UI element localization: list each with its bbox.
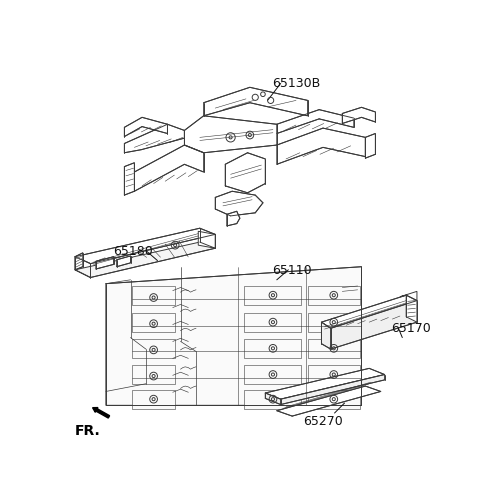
Polygon shape (244, 390, 301, 409)
Text: 65130B: 65130B (272, 77, 320, 91)
Polygon shape (277, 110, 354, 133)
Polygon shape (322, 322, 331, 349)
Polygon shape (75, 242, 215, 278)
Polygon shape (134, 145, 204, 191)
Polygon shape (124, 124, 184, 153)
Polygon shape (308, 313, 360, 332)
Polygon shape (322, 295, 417, 328)
Polygon shape (75, 253, 83, 270)
Polygon shape (265, 393, 281, 404)
Polygon shape (342, 107, 375, 124)
Polygon shape (132, 365, 175, 384)
Polygon shape (308, 365, 360, 384)
Polygon shape (365, 133, 375, 158)
Polygon shape (400, 291, 417, 301)
Polygon shape (277, 128, 365, 164)
Polygon shape (132, 313, 175, 332)
Polygon shape (215, 191, 263, 216)
Polygon shape (184, 116, 277, 153)
Polygon shape (198, 231, 215, 248)
Polygon shape (117, 256, 131, 267)
Polygon shape (124, 117, 168, 137)
Polygon shape (308, 339, 360, 358)
Polygon shape (132, 339, 175, 358)
Polygon shape (265, 368, 384, 399)
Text: 65270: 65270 (303, 414, 343, 428)
Polygon shape (244, 365, 301, 384)
Polygon shape (244, 339, 301, 358)
Polygon shape (277, 386, 381, 416)
Polygon shape (75, 257, 90, 278)
Polygon shape (331, 301, 417, 349)
Text: 65170: 65170 (391, 322, 431, 335)
Polygon shape (281, 375, 384, 404)
Polygon shape (204, 88, 308, 116)
Polygon shape (132, 286, 175, 305)
Polygon shape (106, 267, 361, 405)
Text: 65180: 65180 (113, 245, 153, 258)
Polygon shape (406, 295, 417, 322)
Polygon shape (244, 313, 301, 332)
Polygon shape (308, 286, 360, 305)
Polygon shape (75, 228, 215, 264)
FancyArrow shape (93, 407, 109, 418)
Polygon shape (244, 286, 301, 305)
Polygon shape (124, 163, 134, 195)
Polygon shape (132, 390, 175, 409)
Polygon shape (227, 211, 240, 226)
Polygon shape (308, 390, 360, 409)
Text: 65110: 65110 (272, 265, 312, 278)
Text: FR.: FR. (75, 424, 101, 438)
Polygon shape (96, 257, 114, 269)
Polygon shape (225, 153, 265, 193)
